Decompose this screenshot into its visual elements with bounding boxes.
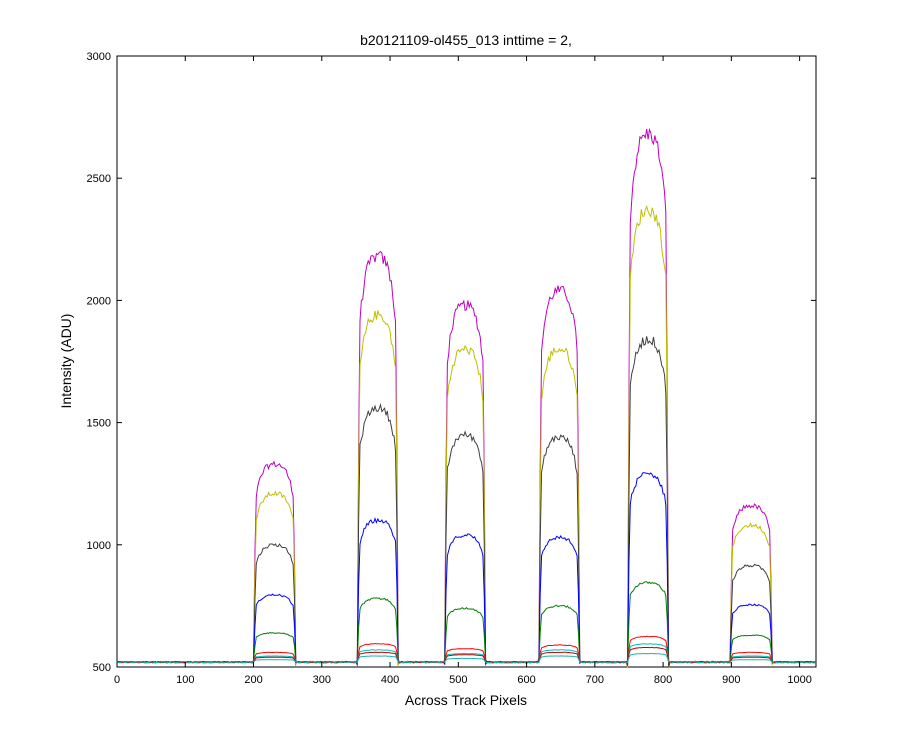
x-tick-label: 0 [114, 674, 120, 686]
y-axis-label: Intensity (ADU) [58, 314, 74, 409]
plot-area [116, 55, 817, 668]
y-tick-label: 1000 [87, 540, 111, 552]
x-tick-label: 200 [244, 674, 262, 686]
chart-title: b20121109-ol455_013 inttime = 2, [360, 32, 572, 48]
x-axis-label: Across Track Pixels [405, 692, 527, 708]
x-tick-label: 900 [722, 674, 740, 686]
x-tick-label: 400 [381, 674, 399, 686]
x-tick-label: 300 [313, 674, 331, 686]
x-tick-label: 700 [586, 674, 604, 686]
x-tick-label: 1000 [787, 674, 811, 686]
x-tick-label: 600 [517, 674, 535, 686]
y-tick-label: 2500 [87, 173, 111, 185]
x-tick-label: 800 [654, 674, 672, 686]
ticks-layer: 0 100 200 300 400 500 600 700 800 900 1000 500 1000 1… [87, 51, 816, 686]
y-tick-label: 3000 [87, 51, 111, 63]
y-tick-label: 1500 [87, 418, 111, 430]
y-tick-label: 500 [93, 662, 111, 674]
series-layer [116, 127, 817, 669]
x-tick-label: 500 [449, 674, 467, 686]
y-tick-label: 2000 [87, 295, 111, 307]
series-line-9 [116, 652, 817, 664]
x-tick-label: 100 [176, 674, 194, 686]
